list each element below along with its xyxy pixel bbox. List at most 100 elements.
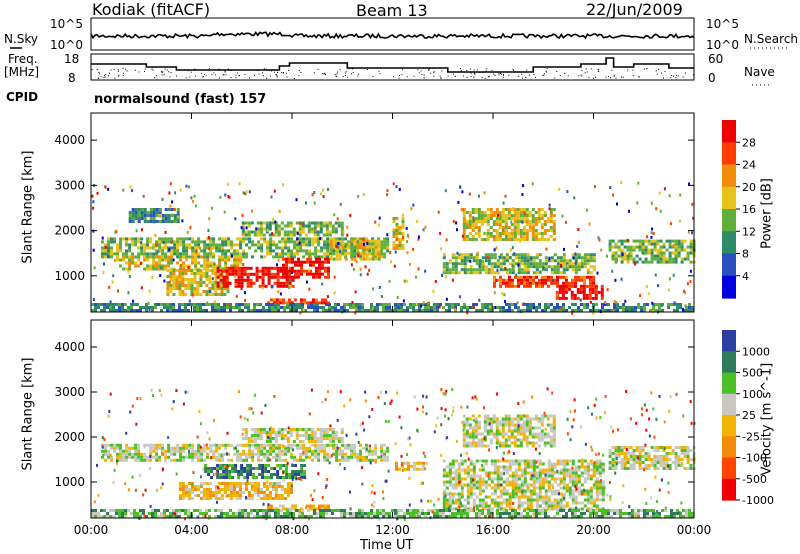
data-cell [327, 275, 330, 279]
data-cell [188, 446, 192, 450]
data-cell [626, 467, 630, 470]
data-cell [680, 260, 684, 264]
data-cell [249, 272, 253, 276]
data-cell [501, 420, 505, 424]
data-cell [240, 470, 244, 473]
data-cell [283, 306, 286, 309]
data-cell [110, 249, 113, 253]
scatter-cell [322, 195, 325, 199]
data-cell [212, 252, 216, 256]
data-cell [301, 303, 304, 306]
scatter-cell [655, 207, 658, 211]
data-cell [656, 461, 660, 464]
data-cell [511, 486, 515, 490]
data-cell [161, 249, 165, 253]
data-cell [344, 237, 348, 241]
data-cell [499, 309, 502, 312]
data-cell [501, 232, 505, 235]
data-cell [182, 264, 186, 268]
data-cell [280, 221, 284, 225]
data-cell [131, 452, 135, 456]
data-cell [130, 303, 133, 306]
data-cell [371, 242, 375, 246]
scatter-cell [168, 191, 171, 195]
data-cell [302, 298, 306, 302]
data-cell [365, 252, 369, 256]
data-cell [343, 306, 346, 309]
data-cell [383, 237, 387, 241]
data-cell [282, 275, 285, 279]
data-cell [580, 483, 584, 487]
data-cell [571, 489, 575, 493]
data-cell [604, 309, 607, 312]
data-cell [124, 515, 127, 518]
data-cell [559, 501, 563, 505]
data-cell [513, 417, 517, 421]
data-cell [240, 278, 244, 282]
data-cell [191, 261, 195, 265]
data-cell [676, 309, 679, 312]
data-cell [484, 507, 488, 511]
data-cell [310, 434, 314, 437]
data-cell [315, 269, 318, 273]
data-cell [505, 465, 509, 469]
data-cell [472, 256, 476, 260]
data-cell [151, 306, 154, 309]
data-cell [529, 281, 532, 285]
data-cell [181, 290, 185, 293]
data-cell [635, 461, 639, 464]
data-cell [130, 512, 133, 515]
data-cell [511, 459, 515, 463]
data-cell [499, 465, 503, 469]
data-cell [304, 434, 308, 437]
scatter-cell [277, 258, 280, 262]
data-cell [598, 465, 602, 469]
data-cell [505, 480, 509, 484]
data-cell [577, 477, 581, 481]
data-cell [167, 208, 171, 211]
data-cell [107, 243, 110, 247]
data-cell [224, 237, 228, 241]
data-cell [617, 452, 621, 455]
data-cell [164, 237, 168, 241]
data-cell [457, 474, 461, 478]
data-cell [504, 223, 508, 226]
data-cell [140, 455, 144, 459]
data-cell [457, 271, 461, 275]
data-cell [508, 309, 511, 312]
data-cell [689, 245, 693, 249]
data-cell [553, 498, 557, 502]
data-cell [573, 293, 577, 297]
data-cell [517, 462, 521, 466]
data-cell [514, 495, 518, 499]
data-cell [517, 486, 521, 490]
data-cell [513, 223, 517, 226]
data-cell [460, 309, 463, 312]
data-cell [362, 248, 366, 252]
data-cell [472, 468, 476, 472]
data-cell [623, 461, 627, 464]
data-cell [478, 268, 482, 272]
data-cell [481, 268, 485, 272]
data-cell [656, 248, 660, 252]
data-cell [620, 260, 624, 264]
data-cell [137, 237, 141, 241]
data-cell [376, 303, 379, 306]
data-cell [655, 309, 658, 312]
data-cell [466, 309, 469, 312]
data-cell [125, 237, 128, 241]
data-cell [146, 458, 150, 462]
scatter-cell [481, 238, 484, 242]
data-cell [395, 247, 399, 250]
data-cell [283, 309, 286, 312]
scatter-cell [189, 226, 192, 230]
data-cell [531, 220, 535, 223]
data-cell [522, 426, 526, 430]
scatter-cell [350, 263, 353, 267]
data-cell [279, 467, 283, 470]
data-cell [653, 467, 657, 470]
data-cell [187, 488, 191, 491]
data-cell [335, 443, 339, 447]
data-cell [173, 249, 177, 253]
data-cell [312, 275, 315, 279]
